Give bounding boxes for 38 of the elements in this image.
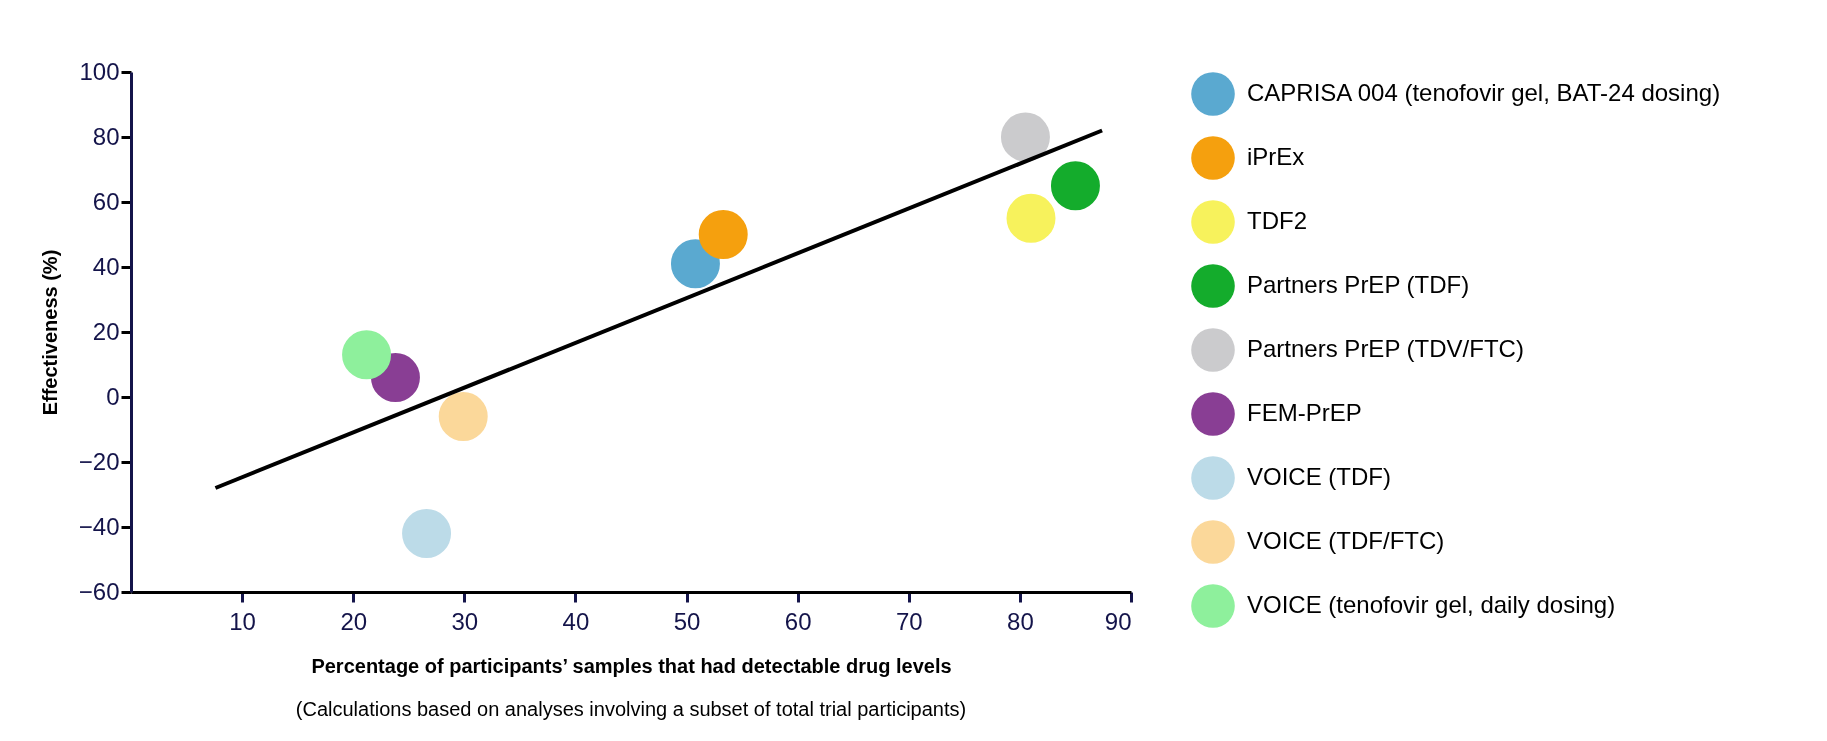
legend-label: VOICE (TDF/FTC) [1247, 527, 1445, 554]
x-tick-label: 70 [895, 607, 923, 635]
legend-label: VOICE (TDF) [1247, 463, 1391, 490]
x-tick-label: 50 [673, 607, 701, 635]
legend-label: VOICE (tenofovir gel, daily dosing) [1247, 591, 1616, 618]
y-tick-label: −20 [78, 447, 120, 475]
x-tick-label: 30 [451, 607, 479, 635]
legend-label: TDF2 [1247, 207, 1307, 234]
y-tick-label: 100 [79, 57, 120, 85]
legend-label: FEM-PrEP [1247, 399, 1362, 426]
x-tick-label: 60 [784, 607, 812, 635]
y-tick-label: 80 [92, 122, 120, 150]
y-axis-title: Effectiveness (%) [38, 249, 61, 416]
point [402, 509, 452, 558]
x-tick-label: 10 [229, 607, 256, 635]
legend-label: CAPRISA 004 (tenofovir gel, BAT-24 dosing) [1247, 79, 1721, 106]
point [342, 330, 392, 380]
y-tick-label: −40 [78, 512, 120, 540]
point [438, 392, 488, 441]
point [1050, 161, 1100, 211]
legend-label: Partners PrEP (TDV/FTC) [1247, 335, 1524, 362]
legend-label: Partners PrEP (TDF) [1247, 271, 1470, 298]
x-axis-title: Percentage of participants’ samples that had detectable drug levels [311, 654, 952, 677]
legend-label: iPrEx [1247, 143, 1305, 170]
y-tick-label: 0 [106, 382, 120, 410]
text: (Calculations based on analyses involving a subset of total trial participants) [295, 698, 967, 720]
x-tick-label: 90 [1104, 607, 1132, 635]
x-tick-label: 20 [340, 607, 368, 635]
x-tick-label: 40 [562, 607, 590, 635]
y-tick-label: −60 [78, 577, 120, 605]
y-tick-label: 20 [92, 317, 120, 345]
point [1006, 193, 1056, 243]
point [1000, 112, 1050, 162]
x-tick-label: 80 [1007, 607, 1034, 635]
y-tick-label: 60 [92, 187, 120, 215]
y-tick-label: 40 [92, 252, 120, 280]
point [670, 239, 720, 289]
point [698, 210, 748, 259]
